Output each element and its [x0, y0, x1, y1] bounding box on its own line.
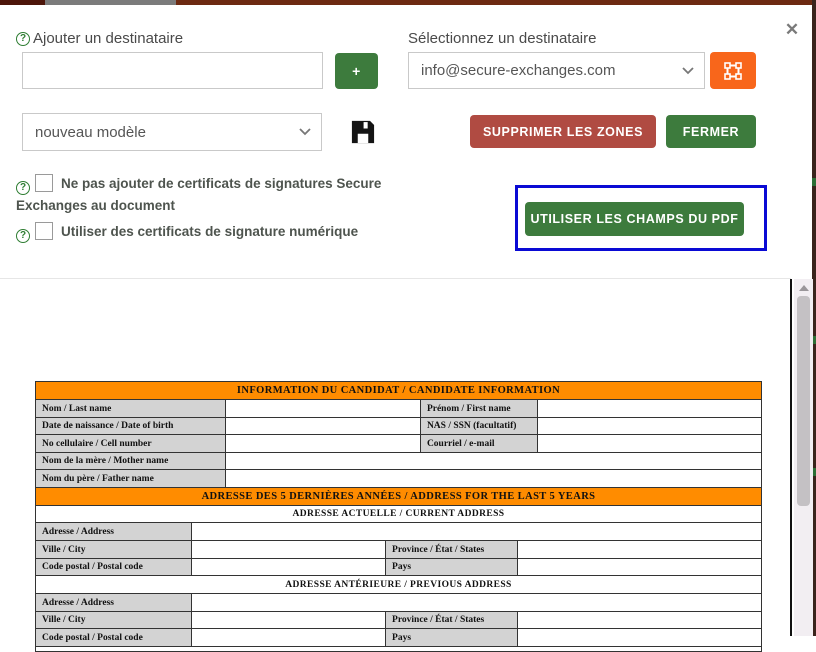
modal-document-divider: [0, 278, 791, 279]
add-recipient-label: ? Ajouter un destinataire: [16, 30, 183, 47]
row-value-field[interactable]: [190, 541, 386, 558]
table-row: Nom de la mère / Mother name: [36, 452, 761, 469]
scroll-up-arrow-icon[interactable]: [799, 285, 809, 291]
table-row: Nom du père / Father name: [36, 469, 761, 487]
row-value-field[interactable]: [190, 523, 761, 540]
row-value-field[interactable]: [516, 629, 761, 646]
window-right-edge: [812, 0, 816, 636]
row-label: Prénom / First name: [419, 400, 537, 417]
row-label: Ville / City: [36, 612, 191, 628]
address-section-header: ADRESSE DES 5 DERNIÈRES ANNÉES / ADDRESS…: [36, 488, 761, 505]
digital-signature-label: Utiliser des certificats de signature nu…: [61, 224, 359, 239]
no-certificates-checkbox[interactable]: [35, 174, 53, 192]
row-value-field[interactable]: [190, 594, 761, 611]
row-label: Courriel / e-mail: [419, 435, 537, 452]
row-label: Nom / Last name: [36, 400, 226, 417]
row-value-field[interactable]: [516, 541, 761, 558]
row-label: Nom du père / Father name: [36, 470, 226, 487]
no-certificates-label: Ne pas ajouter de certificats de signatu…: [16, 176, 382, 213]
add-recipient-input[interactable]: [22, 52, 323, 89]
row-value-field[interactable]: [190, 559, 386, 575]
row-label: Province / État / States: [385, 541, 517, 558]
row-label: Code postal / Postal code: [36, 629, 191, 646]
table-row: No cellulaire / Cell number Courriel / e…: [36, 434, 761, 452]
close-modal-button[interactable]: FERMER: [666, 115, 756, 148]
close-icon[interactable]: ✕: [784, 20, 800, 39]
row-label: Province / État / States: [385, 612, 517, 628]
delete-zones-button[interactable]: SUPPRIMER LES ZONES: [470, 115, 656, 148]
vertical-scrollbar[interactable]: [794, 279, 813, 636]
row-label: Adresse / Address: [36, 594, 191, 611]
save-template-button[interactable]: [347, 118, 379, 148]
table-row: Code postal / Postal code Pays: [36, 558, 761, 575]
edge-mark: [812, 468, 816, 476]
table-row: Adresse / Address: [36, 522, 761, 540]
row-label: Date de naissance / Date of birth: [36, 418, 226, 434]
table-row: Code postal / Postal code Pays: [36, 628, 761, 646]
help-icon[interactable]: ?: [16, 228, 30, 243]
row-label: No cellulaire / Cell number: [36, 435, 226, 452]
candidate-info-header: INFORMATION DU CANDIDAT / CANDIDATE INFO…: [36, 382, 761, 399]
table-row: Nom / Last name Prénom / First name: [36, 399, 761, 417]
save-floppy-icon: [351, 120, 375, 144]
row-value-field[interactable]: [225, 400, 420, 417]
row-label: Pays: [385, 629, 517, 646]
row-value-field[interactable]: [190, 629, 386, 646]
use-pdf-fields-button[interactable]: UTILISER LES CHAMPS DU PDF: [525, 202, 744, 236]
active-tab-segment[interactable]: [45, 0, 176, 5]
browser-top-strip: [0, 0, 816, 5]
recipient-select[interactable]: info@secure-exchanges.com: [408, 52, 705, 89]
chevron-down-icon: [299, 128, 311, 136]
edge-mark: [812, 336, 816, 344]
table-subheader: ADRESSE ACTUELLE / CURRENT ADDRESS: [36, 505, 761, 522]
row-label: Adresse / Address: [36, 523, 191, 540]
help-icon[interactable]: ?: [16, 180, 30, 195]
checkbox-row-digital-signature: ? Utiliser des certificats de signature n…: [16, 221, 388, 243]
row-label: Nom de la mère / Mother name: [36, 453, 226, 469]
document-page-border: [790, 279, 792, 636]
table-subheader: ADRESSE ANTÉRIEURE / PREVIOUS ADDRESS: [36, 575, 761, 593]
chevron-down-icon: [682, 66, 694, 74]
table-section-header: ADRESSE DES 5 DERNIÈRES ANNÉES / ADDRESS…: [36, 487, 761, 505]
selection-area-icon: [724, 61, 742, 80]
table-row-clipped: [36, 646, 761, 651]
top-strip-left-segment: [0, 0, 45, 5]
row-value-field[interactable]: [225, 418, 420, 434]
row-value-field[interactable]: [536, 418, 761, 434]
select-recipient-label: Sélectionnez un destinataire: [408, 30, 596, 47]
checkbox-row-no-certificates: ? Ne pas ajouter de certificats de signat…: [16, 173, 388, 216]
previous-address-subheader: ADRESSE ANTÉRIEURE / PREVIOUS ADDRESS: [285, 579, 512, 590]
template-select[interactable]: nouveau modèle: [22, 113, 322, 151]
row-value-field[interactable]: [225, 470, 761, 487]
template-select-value: nouveau modèle: [35, 123, 146, 141]
table-section-header: INFORMATION DU CANDIDAT / CANDIDATE INFO…: [36, 382, 761, 399]
row-value-field[interactable]: [536, 435, 761, 452]
table-row: Adresse / Address: [36, 593, 761, 611]
current-address-subheader: ADRESSE ACTUELLE / CURRENT ADDRESS: [292, 509, 505, 519]
table-row: Ville / City Province / État / States: [36, 611, 761, 628]
add-recipient-label-text: Ajouter un destinataire: [33, 30, 184, 47]
row-label: Code postal / Postal code: [36, 559, 191, 575]
row-value-field[interactable]: [516, 612, 761, 628]
row-label: Pays: [385, 559, 517, 575]
select-recipient-label-text: Sélectionnez un destinataire: [408, 30, 597, 47]
help-icon[interactable]: ?: [16, 31, 30, 46]
add-recipient-button[interactable]: +: [335, 53, 378, 89]
recipient-select-value: info@secure-exchanges.com: [421, 62, 616, 79]
pdf-form-table: INFORMATION DU CANDIDAT / CANDIDATE INFO…: [35, 381, 762, 652]
row-label: Ville / City: [36, 541, 191, 558]
scrollbar-thumb[interactable]: [797, 296, 810, 506]
row-value-field[interactable]: [190, 612, 386, 628]
row-value-field[interactable]: [536, 400, 761, 417]
row-value-field[interactable]: [225, 453, 761, 469]
row-value-field[interactable]: [225, 435, 420, 452]
row-value-field[interactable]: [516, 559, 761, 575]
highlight-frame: UTILISER LES CHAMPS DU PDF: [515, 185, 767, 251]
row-label: NAS / SSN (facultatif): [419, 418, 537, 434]
edge-mark: [812, 178, 816, 186]
table-row: Date de naissance / Date of birth NAS / …: [36, 417, 761, 434]
select-zones-button[interactable]: [710, 52, 756, 89]
digital-signature-checkbox[interactable]: [35, 222, 53, 240]
table-row: Ville / City Province / État / States: [36, 540, 761, 558]
